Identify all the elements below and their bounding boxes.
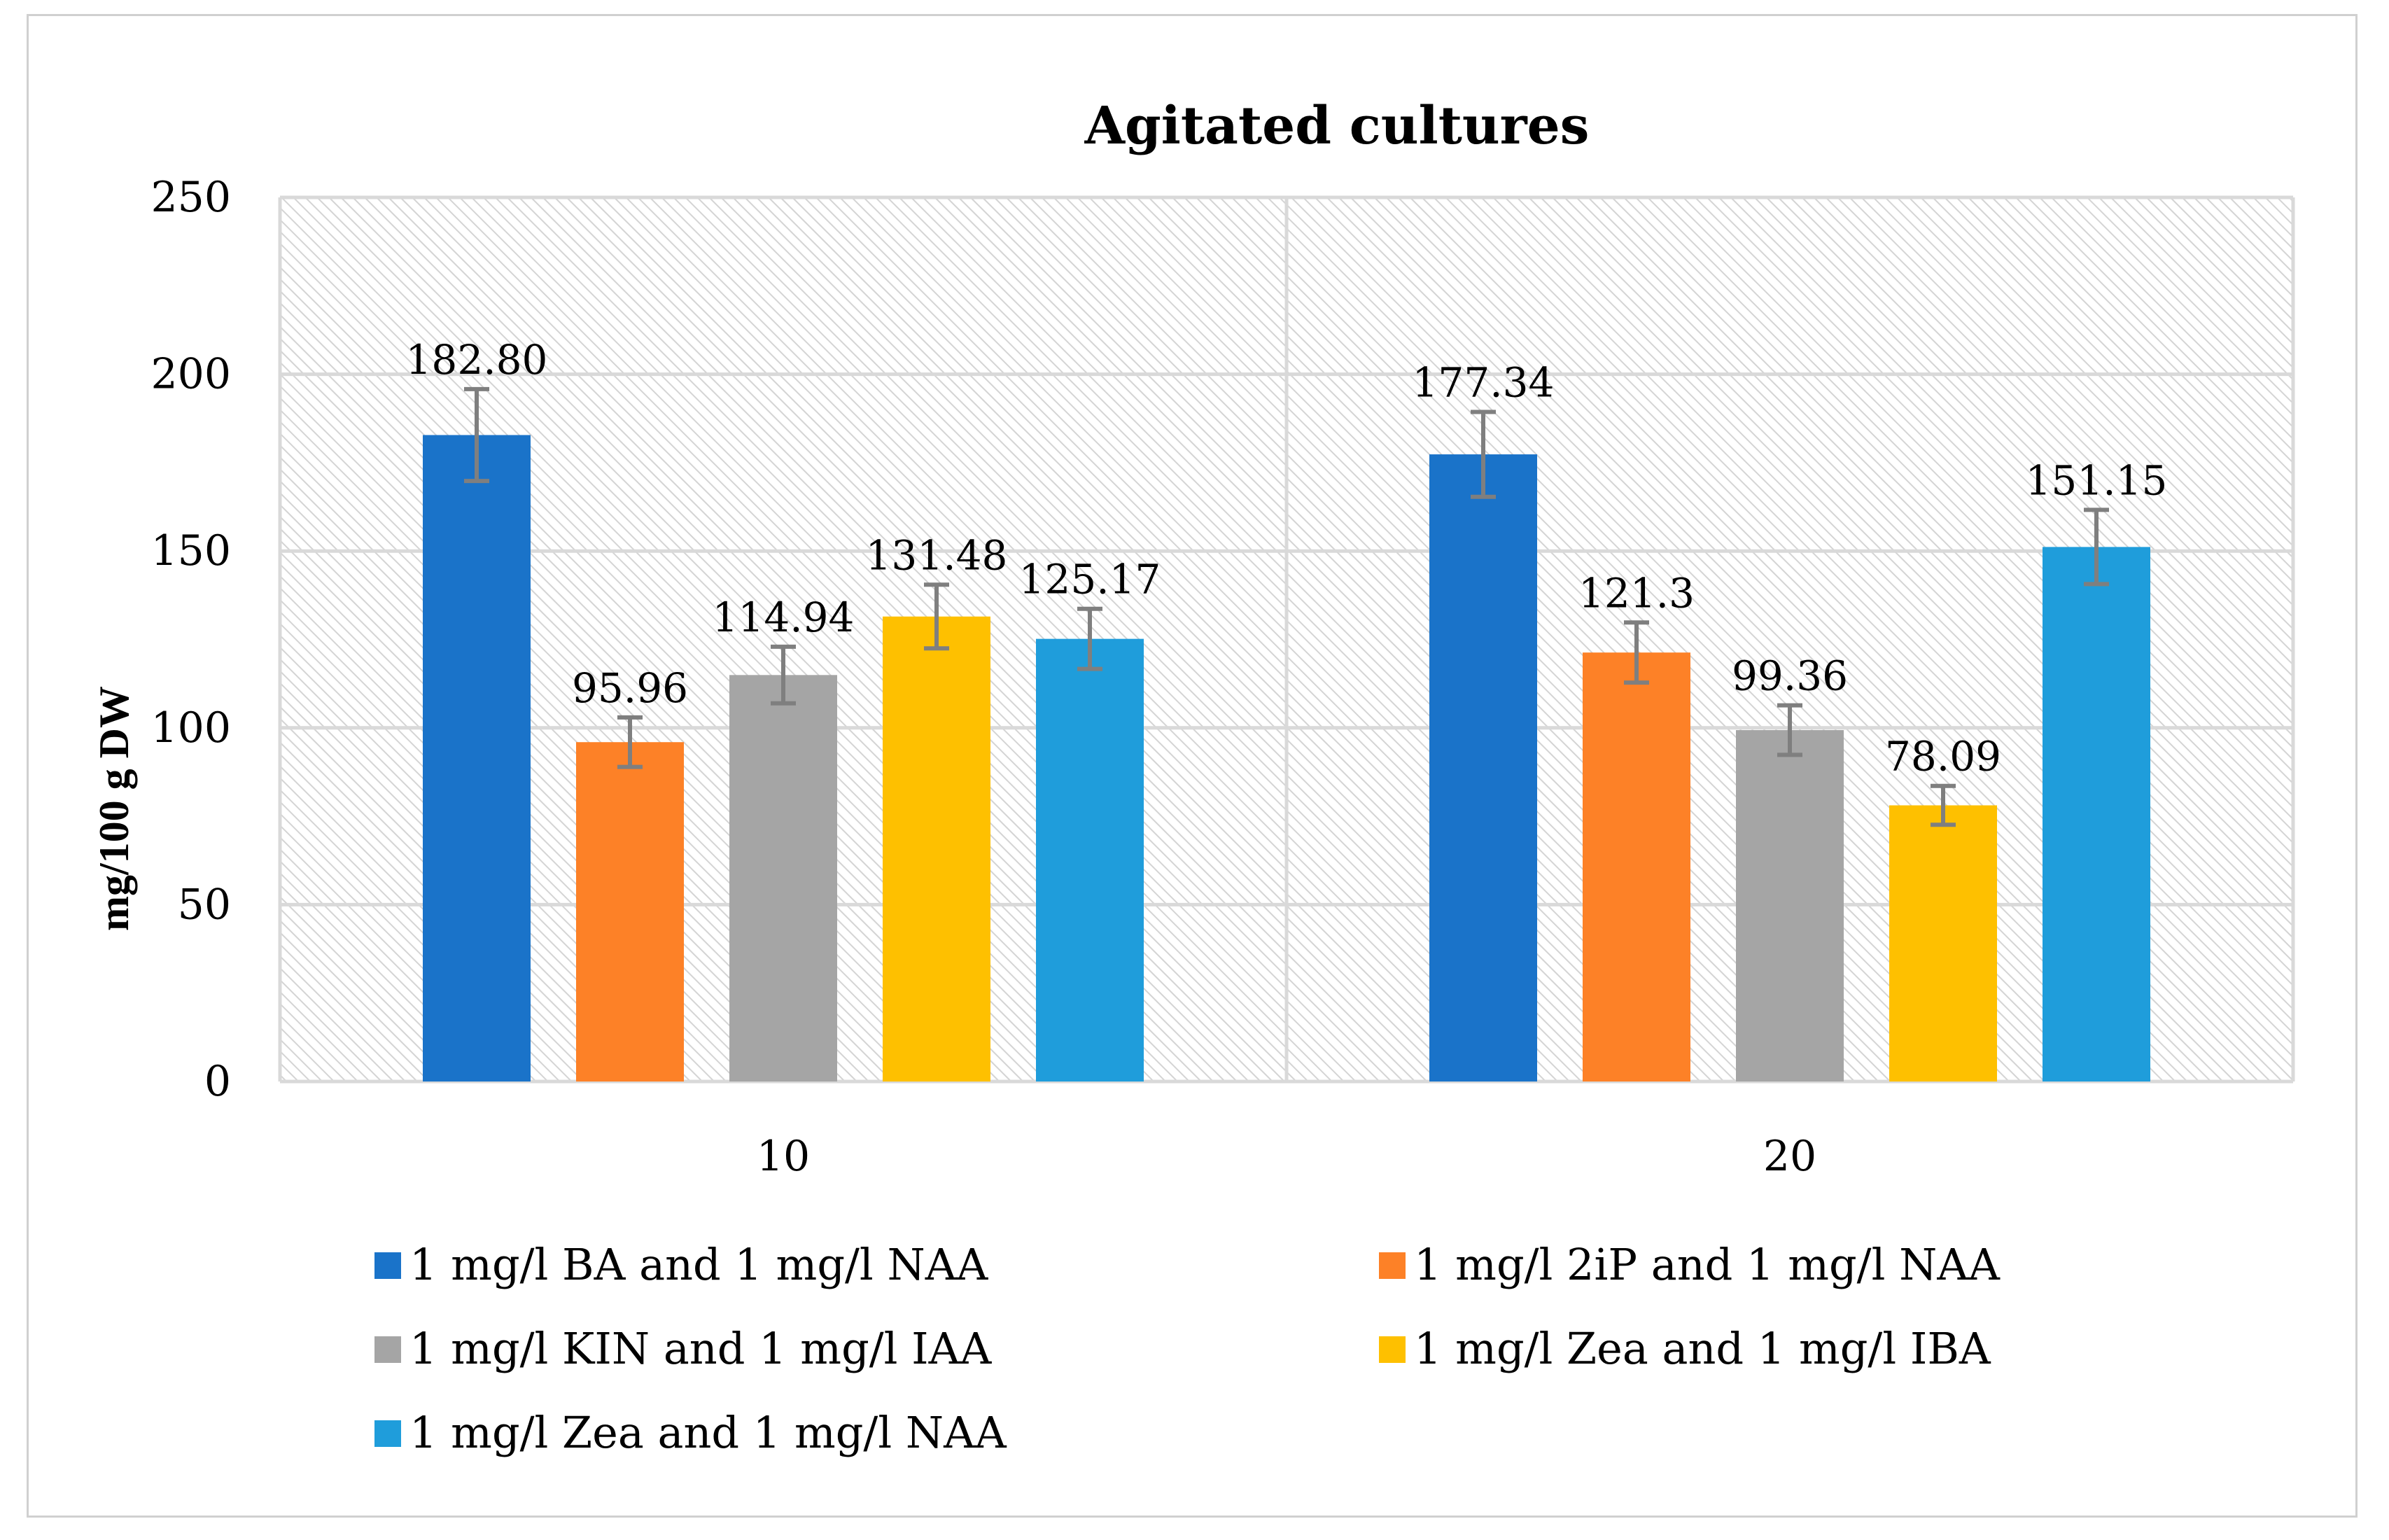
data-label: 182.80 [406, 336, 548, 384]
chart-title: Agitated cultures [1084, 96, 1590, 156]
data-label: 125.17 [1019, 556, 1161, 603]
legend-label: 1 mg/l KIN and 1 mg/l IAA [409, 1323, 992, 1374]
bar [883, 616, 990, 1082]
bar [1429, 454, 1537, 1082]
legend-label: 1 mg/l 2iP and 1 mg/l NAA [1414, 1239, 2001, 1290]
y-tick-label: 250 [150, 173, 231, 222]
legend-swatch [374, 1336, 401, 1363]
y-tick-label: 200 [150, 350, 231, 399]
data-label: 177.34 [1413, 358, 1555, 406]
bar [1036, 638, 1144, 1082]
data-label: 121.3 [1578, 569, 1695, 617]
legend-label: 1 mg/l Zea and 1 mg/l IBA [1414, 1323, 1991, 1374]
bar [729, 675, 837, 1082]
legend-swatch [1379, 1336, 1406, 1363]
bar [1736, 730, 1844, 1082]
data-label: 95.96 [572, 664, 688, 712]
y-tick-label: 50 [178, 880, 231, 929]
x-tick-label: 20 [1763, 1132, 1816, 1181]
legend-swatch [374, 1420, 401, 1447]
data-label: 114.94 [713, 594, 855, 641]
bar [1583, 652, 1690, 1082]
data-label: 131.48 [866, 531, 1008, 579]
data-label: 151.15 [2026, 456, 2168, 504]
y-axis-label: mg/100 g DW [91, 686, 137, 931]
plot-area: 050100150200250182.8095.96114.94131.4812… [150, 173, 2295, 1181]
y-tick-label: 0 [204, 1057, 231, 1106]
y-tick-label: 150 [150, 526, 231, 575]
x-tick-label: 10 [757, 1132, 810, 1181]
bar [2043, 547, 2150, 1082]
legend-label: 1 mg/l BA and 1 mg/l NAA [409, 1239, 988, 1290]
y-tick-label: 100 [150, 704, 231, 752]
legend-label: 1 mg/l Zea and 1 mg/l NAA [409, 1407, 1007, 1458]
legend-swatch [374, 1252, 401, 1279]
legend: 1 mg/l BA and 1 mg/l NAA 1 mg/l 2iP and 1… [374, 1239, 2001, 1458]
bar [423, 435, 531, 1082]
bar [1889, 805, 1997, 1082]
legend-swatch [1379, 1252, 1406, 1279]
bar [576, 742, 684, 1082]
data-label: 78.09 [1885, 733, 2001, 780]
data-label: 99.36 [1732, 652, 1848, 700]
